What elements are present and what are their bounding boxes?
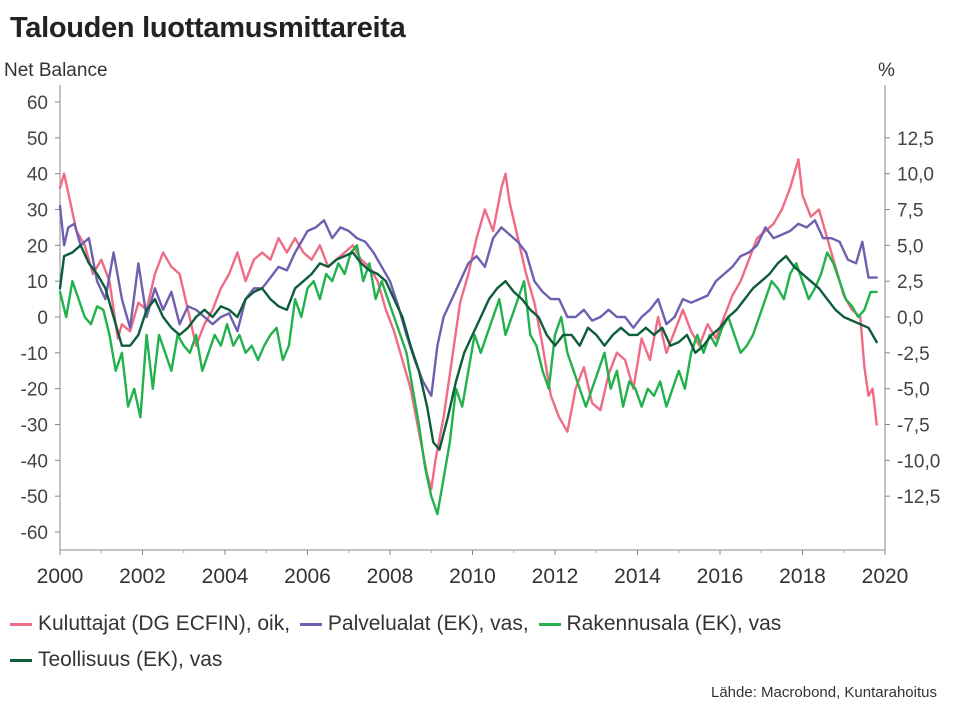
legend-item: Rakennusala (EK), vas <box>538 612 782 636</box>
legend-label: Rakennusala (EK), vas <box>566 612 782 635</box>
y-tick-left-label: -50 <box>21 487 48 508</box>
y-tick-right-label: 10,0 <box>897 165 934 186</box>
legend-item: Teollisuus (EK), vas <box>10 648 222 672</box>
series-layer <box>58 158 878 516</box>
legend-swatch <box>10 622 32 626</box>
y-tick-left-label: -60 <box>21 523 48 544</box>
y-tick-left-label: -30 <box>21 416 48 437</box>
x-tick-label: 2004 <box>202 565 249 588</box>
legend: Kuluttajat (DG ECFIN), oik, Palvelualat … <box>10 606 890 678</box>
legend-label: Teollisuus (EK), vas <box>38 648 223 671</box>
x-tick-label: 2016 <box>697 565 744 588</box>
legend-item: Palvelualat (EK), vas, <box>299 612 535 636</box>
x-tick-label: 2006 <box>284 565 331 588</box>
y-axis-left-label: Net Balance <box>4 60 108 81</box>
y-axis-right-label: % <box>878 60 895 81</box>
series-line-3 <box>58 244 878 516</box>
y-tick-left-label: 50 <box>27 129 48 150</box>
y-tick-right-label: -7,5 <box>897 416 930 437</box>
y-tick-left-label: 20 <box>27 236 48 257</box>
legend-label: Kuluttajat (DG ECFIN), oik <box>38 612 285 635</box>
y-tick-left-label: 10 <box>27 272 48 293</box>
x-tick-label: 2000 <box>37 565 84 588</box>
y-tick-right-label: -10,0 <box>897 451 940 472</box>
series-line-4 <box>58 244 878 451</box>
legend-swatch <box>538 622 561 626</box>
x-tick-label: 2002 <box>119 565 166 588</box>
line-chart: 6050403020100-10-20-30-40-50-6012,510,07… <box>21 85 940 588</box>
x-tick-label: 2014 <box>614 565 661 588</box>
x-tick-label: 2018 <box>779 565 826 588</box>
y-tick-right-label: 7,5 <box>897 201 923 222</box>
source-note: Lähde: Macrobond, Kuntarahoitus <box>711 684 937 701</box>
y-tick-right-label: 0,0 <box>897 308 923 329</box>
x-tick-label: 2008 <box>367 565 414 588</box>
series-line-2 <box>58 204 878 397</box>
y-tick-left-label: -40 <box>21 451 48 472</box>
chart-axes: 6050403020100-10-20-30-40-50-6012,510,07… <box>21 85 940 588</box>
y-tick-left-label: 0 <box>37 308 48 329</box>
y-tick-left-label: -10 <box>21 344 48 365</box>
y-tick-left-label: 30 <box>27 201 48 222</box>
legend-row-1: Kuluttajat (DG ECFIN), oik, Palvelualat … <box>10 606 890 642</box>
y-tick-left-label: -20 <box>21 380 48 401</box>
y-tick-right-label: -12,5 <box>897 487 940 508</box>
series-line-1 <box>58 158 878 491</box>
legend-item: Kuluttajat (DG ECFIN), oik, <box>10 612 296 636</box>
chart-title: Talouden luottamusmittareita <box>10 12 406 44</box>
x-tick-label: 2010 <box>449 565 496 588</box>
x-tick-label: 2020 <box>862 565 909 588</box>
y-tick-left-label: 60 <box>27 93 48 114</box>
x-tick-label: 2012 <box>532 565 579 588</box>
legend-swatch <box>299 622 322 626</box>
y-tick-right-label: -2,5 <box>897 344 930 365</box>
y-tick-right-label: 5,0 <box>897 236 923 257</box>
y-tick-left-label: 40 <box>27 165 48 186</box>
y-tick-right-label: 12,5 <box>897 129 934 150</box>
legend-row-2: Teollisuus (EK), vas <box>10 642 890 678</box>
y-tick-right-label: -5,0 <box>897 380 930 401</box>
y-tick-right-label: 2,5 <box>897 272 923 293</box>
legend-label: Palvelualat (EK), vas <box>327 612 523 635</box>
legend-swatch <box>10 658 32 662</box>
